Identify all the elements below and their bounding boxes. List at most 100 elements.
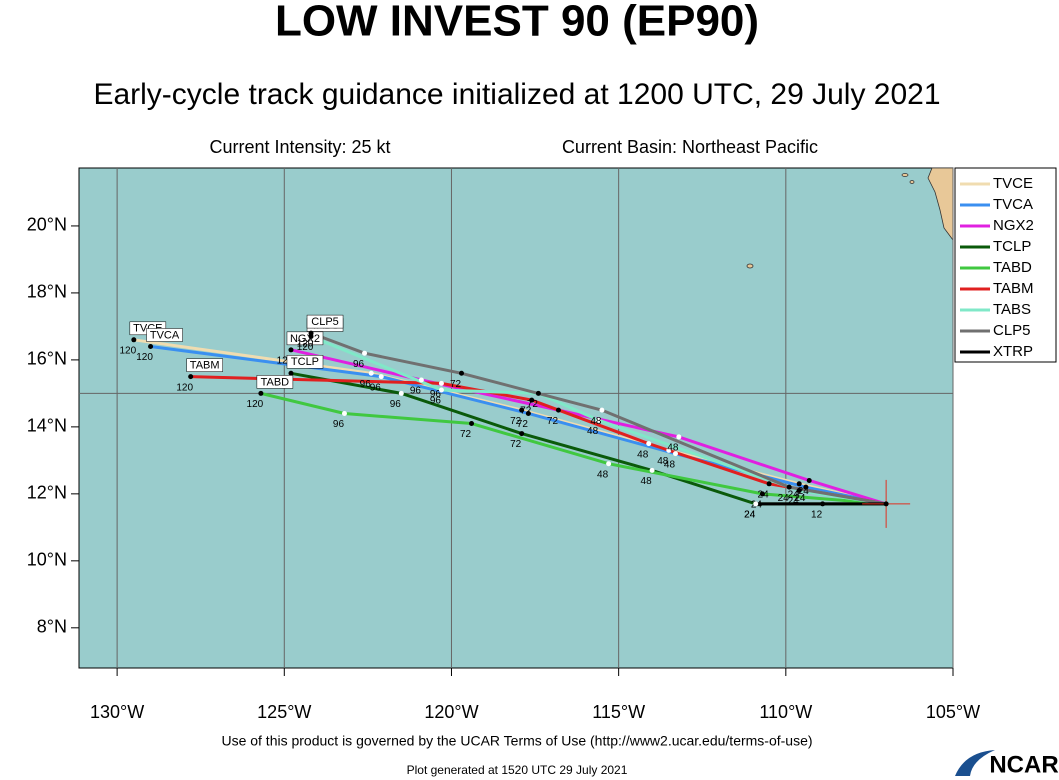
land bbox=[746, 167, 954, 269]
track-point bbox=[803, 484, 809, 490]
legend-label: TCLP bbox=[993, 238, 1031, 255]
hour-label: 48 bbox=[657, 456, 669, 467]
track-name-box bbox=[146, 328, 183, 342]
hour-label: 24 bbox=[798, 486, 810, 497]
track-point bbox=[398, 390, 404, 396]
generated: Plot generated at 1520 UTC 29 July 2021 bbox=[407, 763, 628, 777]
track-line bbox=[290, 348, 887, 506]
legend-label: TVCA bbox=[993, 196, 1033, 213]
track-point bbox=[672, 451, 678, 457]
y-tick-label: 8°N bbox=[37, 617, 67, 637]
hour-label: 120 bbox=[297, 339, 314, 350]
hour-label: 24 bbox=[744, 510, 756, 521]
y-tick-label: 14°N bbox=[27, 416, 67, 436]
y-tick-label: 12°N bbox=[27, 483, 67, 503]
track-point bbox=[308, 330, 314, 336]
hour-label: 24 bbox=[794, 493, 806, 504]
track-point bbox=[519, 431, 525, 437]
logo: NCAR bbox=[989, 751, 1058, 778]
hour-label: 120 bbox=[247, 399, 264, 410]
basin: Current Basin: Northeast Pacific bbox=[562, 137, 818, 157]
track-name: TVCA bbox=[150, 329, 180, 341]
hour-label: 72 bbox=[460, 429, 472, 440]
track-point bbox=[341, 410, 347, 416]
intensity: Current Intensity: 25 kt bbox=[209, 137, 390, 157]
island bbox=[901, 173, 909, 177]
track-point bbox=[438, 380, 444, 386]
track-name-box bbox=[256, 375, 294, 389]
track-name-box bbox=[186, 358, 223, 372]
hour-label: 72 bbox=[510, 439, 522, 450]
track-point bbox=[438, 387, 444, 393]
hour-label: 48 bbox=[637, 449, 649, 460]
track-point bbox=[148, 343, 154, 349]
hour-label: 96 bbox=[333, 419, 345, 430]
hour-label: 120 bbox=[119, 345, 136, 356]
x-tick-label: 105°W bbox=[926, 702, 980, 722]
track-point bbox=[188, 374, 194, 380]
y-tick-label: 10°N bbox=[27, 550, 67, 570]
y-tick-label: 16°N bbox=[27, 349, 67, 369]
track-point bbox=[418, 377, 424, 383]
track-name: TABM bbox=[190, 360, 220, 372]
hour-label: 120 bbox=[297, 342, 314, 353]
track-point bbox=[759, 491, 765, 497]
hour-label: 48 bbox=[664, 459, 676, 470]
hour-label: 96 bbox=[430, 396, 442, 407]
track-point bbox=[766, 481, 772, 487]
island bbox=[909, 180, 915, 184]
x-tick-label: 115°W bbox=[592, 702, 645, 722]
hour-label: 72 bbox=[450, 379, 462, 390]
hour-label: 12 bbox=[811, 510, 823, 521]
track-name: TABD bbox=[261, 376, 290, 388]
current-position-dot bbox=[883, 501, 889, 507]
x-tick-label: 125°W bbox=[257, 702, 311, 722]
track-name-box bbox=[286, 355, 324, 369]
legend-label: TABD bbox=[993, 259, 1032, 276]
track-point bbox=[649, 467, 655, 473]
track-point bbox=[368, 370, 374, 376]
hour-label: 24 bbox=[788, 489, 800, 500]
track-point bbox=[646, 441, 652, 447]
hour-label: 72 bbox=[520, 406, 532, 417]
map-area bbox=[78, 167, 954, 669]
hour-label: 72 bbox=[527, 399, 539, 410]
hour-label: 96 bbox=[410, 386, 422, 397]
hour-label: 120 bbox=[176, 382, 193, 393]
hour-label: 96 bbox=[390, 399, 402, 410]
track-point bbox=[131, 337, 137, 343]
track-name-box bbox=[306, 314, 344, 329]
x-tick-label: 120°W bbox=[424, 702, 478, 722]
track-point bbox=[258, 390, 264, 396]
hour-label: 24 bbox=[758, 489, 770, 500]
track-point bbox=[459, 370, 465, 376]
hour-label: 96 bbox=[370, 382, 382, 393]
hour-label: 48 bbox=[667, 443, 679, 454]
track-point bbox=[606, 461, 612, 467]
hour-label: 120 bbox=[277, 355, 294, 366]
hour-label: 120 bbox=[136, 352, 153, 363]
track-point bbox=[469, 421, 475, 427]
track-point bbox=[362, 350, 368, 356]
track-point bbox=[796, 488, 802, 494]
legend-label: TABM bbox=[993, 280, 1034, 297]
track-name: CLP5 bbox=[311, 316, 339, 328]
legend-label: TABS bbox=[993, 301, 1031, 318]
track-point bbox=[676, 434, 682, 440]
track-point bbox=[288, 370, 294, 376]
x-tick-label: 130°W bbox=[90, 702, 144, 722]
track-point bbox=[525, 410, 531, 416]
legend-label: TVCE bbox=[993, 175, 1033, 192]
track-name-box bbox=[286, 331, 324, 346]
island bbox=[746, 263, 754, 269]
hour-label: 96 bbox=[430, 389, 442, 400]
hour-label: 72 bbox=[510, 416, 522, 427]
terms: Use of this product is governed by the U… bbox=[221, 733, 812, 749]
track-point bbox=[806, 477, 812, 483]
hour-label: 72 bbox=[517, 419, 529, 430]
x-tick-label: 110°W bbox=[759, 702, 812, 722]
track-point bbox=[529, 397, 535, 403]
hour-label: 48 bbox=[597, 469, 609, 480]
track-point bbox=[555, 407, 561, 413]
